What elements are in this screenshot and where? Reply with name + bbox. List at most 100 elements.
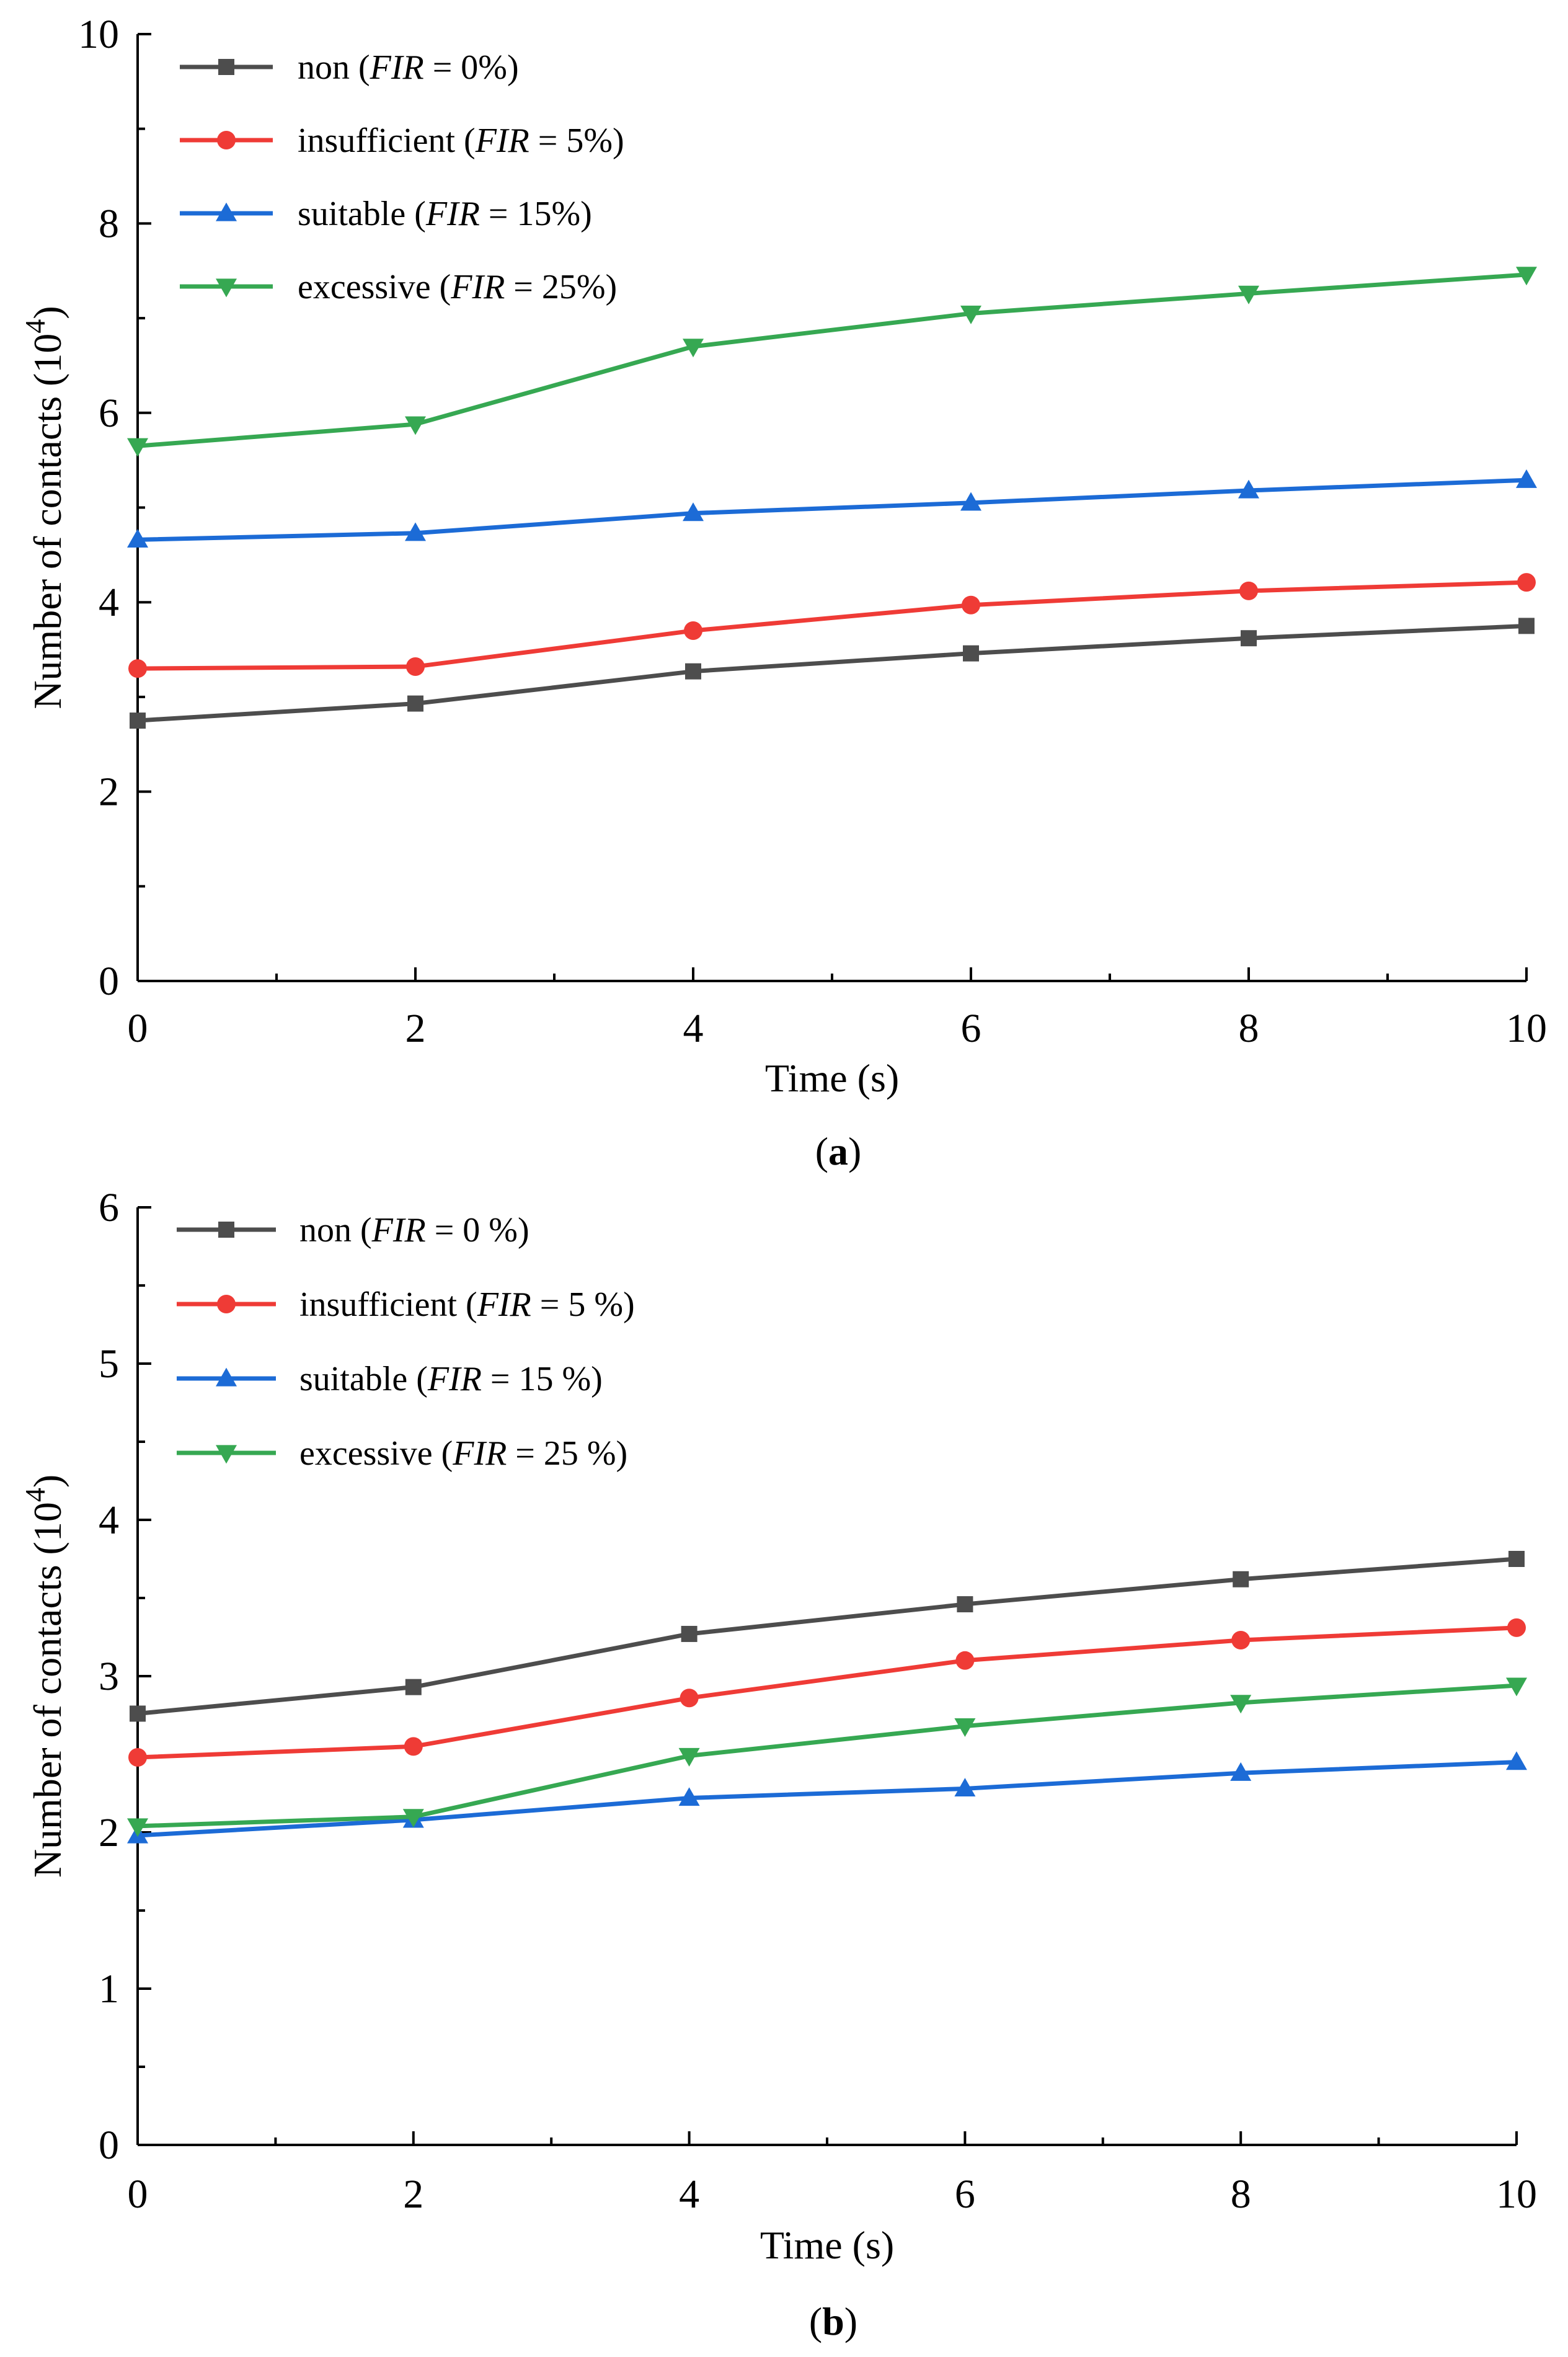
caption-open: ( [809,2299,822,2343]
data-point-excessive [954,1718,976,1737]
panel-caption: (b) [809,2299,857,2343]
series-line-suitable [137,1760,1517,1838]
y-axis-title-exponent: 4 [19,319,51,334]
x-tick-label: 6 [955,2172,975,2217]
y-tick-label: 1 [99,1966,119,2012]
legend-series-name: suitable [299,1360,407,1398]
y-tick-label: 10 [78,12,119,57]
data-point-insufficient [404,1737,423,1756]
data-point-insufficient [962,595,980,615]
y-tick-label: 0 [99,959,119,1004]
y-tick-label: 0 [99,2123,119,2168]
y-tick-label: 4 [99,1498,119,1543]
legend-paren: ( [407,1360,428,1398]
y-tick-label: 6 [99,1185,119,1230]
data-point-suitable [960,492,981,511]
x-tick-label: 8 [1231,2172,1251,2217]
data-point-suitable [1238,479,1259,499]
legend-swatch-marker [218,1222,234,1238]
legend-fir-value: = 5%) [529,122,624,160]
x-tick-label: 8 [1239,1006,1259,1051]
data-point-suitable [683,502,704,522]
data-point-excessive [1230,1695,1252,1714]
x-tick-label: 10 [1496,2172,1537,2217]
data-point-excessive [1238,285,1259,304]
y-axis-title-close: ) [25,1475,69,1488]
legend-label: non (FIR = 0 %) [299,1211,529,1250]
legend-fir-value: = 25%) [505,268,617,306]
data-point-excessive [127,1818,148,1837]
caption-letter: b [822,2299,844,2343]
legend-entry-excessive: excessive (FIR = 25 %) [177,1434,627,1473]
legend-label: insufficient (FIR = 5%) [298,122,624,160]
series-excessive [127,1677,1527,1837]
data-point-excessive [1506,1677,1527,1697]
data-point-non [1241,630,1257,647]
legend-fir-value: = 15%) [480,195,592,233]
data-point-excessive [678,1747,700,1767]
x-tick-label: 4 [683,1006,704,1051]
legend-label: non (FIR = 0%) [298,48,519,87]
legend-label: excessive (FIR = 25%) [298,268,617,306]
x-tick-label: 4 [679,2172,699,2217]
legend-swatch-marker [217,131,236,149]
x-axis-title: Time (s) [765,1056,899,1100]
y-axis-title-close: ) [25,306,69,319]
legend-fir-symbol: FIR [477,1285,531,1324]
data-point-insufficient [955,1651,975,1670]
data-point-suitable [405,522,426,541]
legend-paren: ( [455,122,476,160]
caption-close: ) [848,1129,861,1173]
x-tick-label: 2 [405,1006,426,1051]
chart-panel-b: 0 2 4 6 8 10 0 1 2 3 4 5 6 Time (s) Number of contacts… [19,1185,1537,2343]
data-point-excessive [405,416,426,435]
data-point-insufficient [680,1689,699,1708]
y-tick-label: 2 [99,1810,119,1855]
data-point-excessive [960,305,981,324]
legend-series-name: insufficient [298,122,455,160]
legend-entry-non: non (FIR = 0 %) [177,1211,529,1250]
data-point-suitable [678,1787,700,1806]
legend-label: insufficient (FIR = 5 %) [299,1285,635,1324]
legend-paren: ( [431,268,451,306]
legend-fir-symbol: FIR [427,1360,482,1398]
caption-letter: a [828,1129,848,1173]
data-point-insufficient [1517,573,1536,592]
legend-entry-insufficient: insufficient (FIR = 5 %) [177,1285,635,1324]
y-axis-title-exponent: 4 [19,1488,51,1502]
data-point-suitable [1506,1751,1527,1770]
x-tick-label: 0 [128,2172,148,2217]
data-point-suitable [954,1778,976,1797]
data-point-insufficient [684,621,702,641]
legend-fir-symbol: FIR [370,48,424,87]
chart-panel-a: 0 2 4 6 8 10 0 2 4 6 8 10 Time (s) Number of contacts… [19,12,1547,1173]
series-line-suitable [137,477,1527,542]
data-point-suitable [1516,469,1537,488]
y-axis-title-main: Number of contacts (10 [25,1502,69,1878]
legend-entry-suitable: suitable (FIR = 15 %) [177,1360,603,1398]
y-tick-label: 8 [99,201,119,246]
data-point-non [957,1596,973,1613]
series-non [130,618,1535,729]
legend-paren: ( [405,195,426,233]
legend-series-name: excessive [298,268,431,306]
legend-series-name: insufficient [299,1285,457,1324]
data-point-insufficient [128,1748,147,1767]
legend-fir-symbol: FIR [452,1434,507,1473]
data-point-insufficient [1231,1631,1251,1650]
data-point-non [407,695,423,712]
legend-swatch-marker [218,59,234,75]
caption-close: ) [844,2299,857,2343]
legend-entry-insufficient: insufficient (FIR = 5%) [180,122,624,160]
legend-fir-value: = 15 %) [482,1360,603,1398]
legend: non (FIR = 0 %) insufficient (FIR = 5 %) s… [177,1211,635,1473]
data-point-insufficient [1507,1618,1526,1637]
data-point-excessive [127,438,148,457]
data-point-insufficient [128,659,147,678]
legend-entry-excessive: excessive (FIR = 25%) [180,268,617,306]
x-tick-label: 6 [961,1006,981,1051]
data-point-non [405,1679,422,1695]
series-non [130,1551,1525,1722]
x-tick-label: 2 [403,2172,423,2217]
